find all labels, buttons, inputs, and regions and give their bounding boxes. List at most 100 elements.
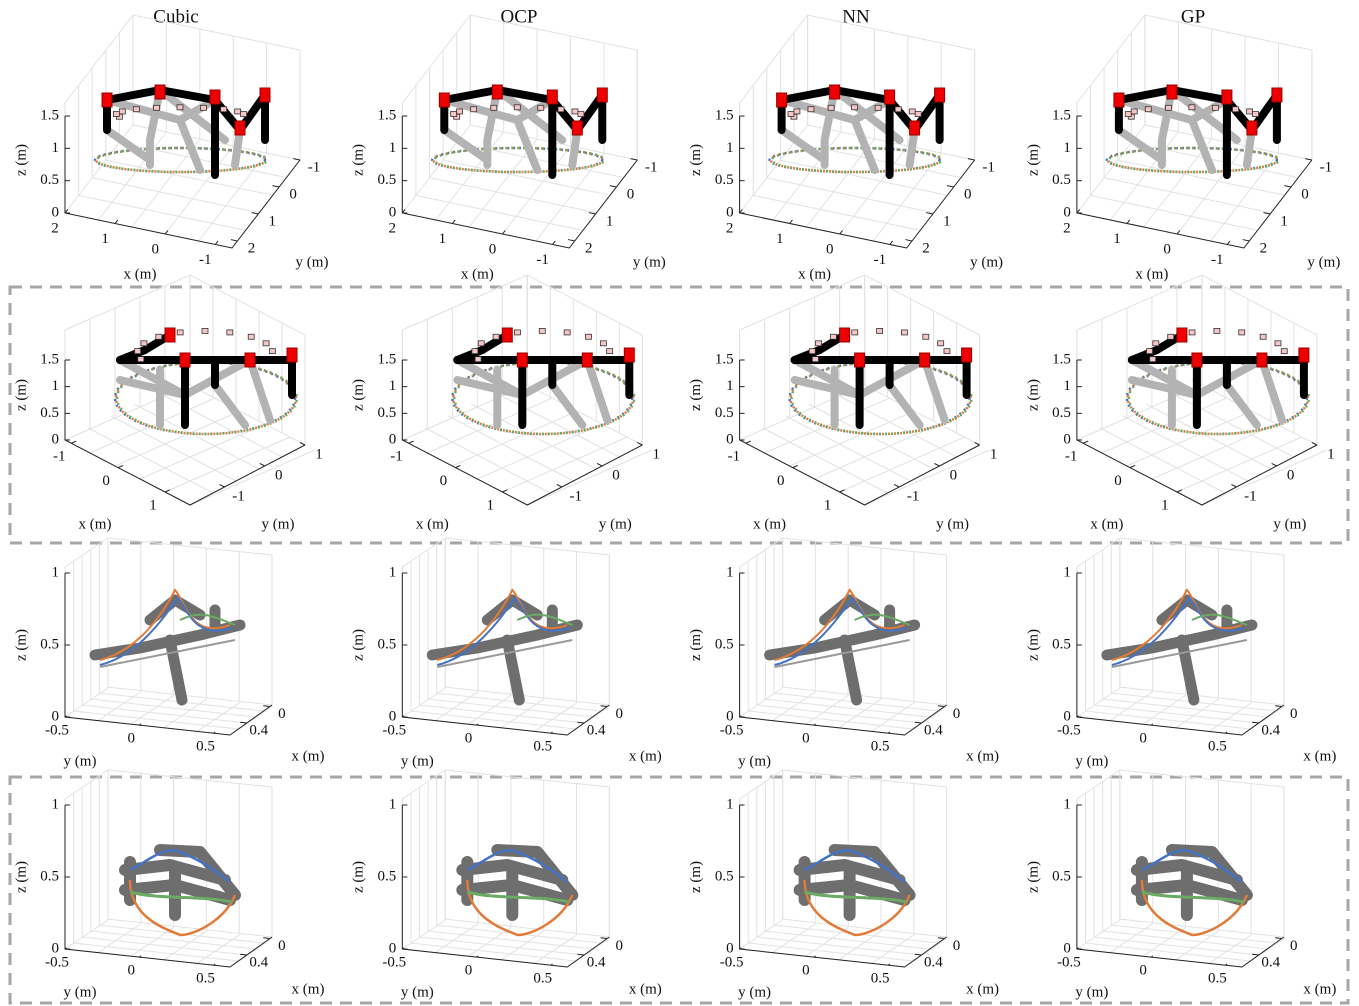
floor-grid (452, 411, 577, 466)
side-tick-label: 1 (315, 446, 323, 462)
z-tick-label: 1.5 (40, 351, 59, 367)
joint (777, 93, 787, 107)
frame-marker (514, 330, 520, 335)
side-tick-label: 0 (289, 186, 297, 202)
frame-marker (263, 341, 269, 346)
floor-grid (786, 416, 911, 481)
front-tick-label: 0 (465, 963, 473, 979)
side-tick-label: 0.4 (1261, 954, 1280, 970)
front-tick-label: 1 (1113, 231, 1121, 247)
frame-marker (909, 109, 915, 114)
link-shadow (855, 120, 875, 170)
side-tick (637, 442, 642, 445)
frame-marker (564, 330, 570, 335)
link-shadow (890, 385, 920, 425)
frame-marker (491, 105, 497, 110)
front-tick (1177, 230, 1180, 234)
z-tick-label: 0.5 (1052, 172, 1071, 188)
frame-marker (457, 109, 463, 114)
front-tick-label: 0 (1139, 731, 1147, 747)
side-tick-label: 0 (1287, 467, 1295, 483)
panel: 00.511.5-101-101x (m)y (m)z (m) (351, 275, 660, 532)
side-tick (240, 954, 247, 955)
front-tick (409, 441, 414, 443)
frame-marker (1153, 341, 1159, 346)
front-tick-label: 0 (465, 731, 473, 747)
robot-link (845, 640, 857, 700)
frame-marker (923, 334, 929, 339)
side-axis-label: x (m) (1303, 981, 1336, 997)
front-tick-label: -0.5 (720, 722, 744, 738)
front-tick (115, 220, 118, 224)
front-tick (840, 490, 845, 492)
joint (1272, 88, 1282, 102)
z-tick-label: 0 (726, 431, 734, 447)
front-tick (118, 465, 123, 467)
joint (885, 90, 895, 104)
frame-marker (877, 328, 883, 333)
side-axis-label: y (m) (633, 254, 666, 270)
z-tick-label: 0.5 (715, 172, 734, 188)
z-tick-label: 0.5 (40, 868, 59, 884)
front-tick (165, 230, 168, 234)
z-tick-label: 1.5 (40, 107, 59, 123)
side-tick (300, 442, 305, 445)
front-tick (165, 490, 170, 492)
front-tick-label: 0 (440, 473, 448, 489)
z-tick-label: 1.5 (715, 107, 734, 123)
panel: 00.511.5-101-101x (m)y (m)z (m) (688, 275, 997, 532)
joint (920, 353, 930, 367)
link-shadow (552, 385, 582, 425)
frame-marker (828, 105, 834, 110)
z-tick-label: 1 (52, 796, 60, 812)
z-tick-label: 1 (1063, 378, 1071, 394)
front-tick-label: 0.5 (871, 739, 890, 755)
side-tick-label: -1 (982, 159, 995, 175)
frame-marker (1260, 334, 1266, 339)
front-tick-label: 1 (101, 231, 109, 247)
frame-marker (572, 109, 578, 114)
front-tick-label: 0 (102, 473, 110, 489)
joint (547, 90, 557, 104)
front-tick-label: -1 (53, 449, 66, 465)
side-tick-label: -1 (232, 488, 245, 504)
front-tick (71, 441, 76, 443)
front-tick (746, 441, 751, 443)
highlight-frame (10, 287, 1348, 543)
panel: 00.511.5210-1210-1x (m)y (m)z (m) (13, 15, 328, 282)
side-axis-label: y (m) (296, 254, 329, 270)
frame-marker (451, 112, 457, 117)
side-tick (915, 722, 922, 723)
side-tick (601, 706, 608, 707)
front-axis-label: y (m) (401, 753, 434, 769)
side-tick-label: 0 (615, 938, 623, 954)
joint (492, 85, 502, 99)
frame-marker (269, 349, 275, 354)
frame-marker (539, 328, 545, 333)
front-axis-label: x (m) (416, 516, 449, 532)
front-tick-label: 0.5 (1208, 971, 1227, 987)
floor-grid (1152, 424, 1277, 479)
frame-marker (1189, 330, 1195, 335)
frame-marker (154, 105, 160, 110)
front-tick-label: -1 (874, 252, 887, 268)
front-tick-label: 2 (726, 220, 734, 236)
side-tick (975, 442, 980, 445)
side-tick-label: 0 (964, 186, 972, 202)
link-shadow (444, 130, 487, 160)
frame-marker (141, 341, 147, 346)
floor-grid (765, 931, 930, 949)
joint (260, 88, 270, 102)
floor-grid (865, 450, 990, 505)
front-tick-label: 2 (389, 220, 397, 236)
floor-grid (815, 424, 940, 479)
joint (1192, 353, 1202, 367)
front-tick-label: -1 (1211, 252, 1224, 268)
front-tick-label: 0 (826, 241, 834, 257)
z-axis-label: z (m) (351, 861, 367, 893)
side-tick-label: 1 (1327, 446, 1335, 462)
front-tick-label: 0.5 (196, 971, 215, 987)
frame-marker (812, 357, 818, 362)
frame-marker (809, 349, 815, 354)
floor-grid (1127, 411, 1252, 466)
